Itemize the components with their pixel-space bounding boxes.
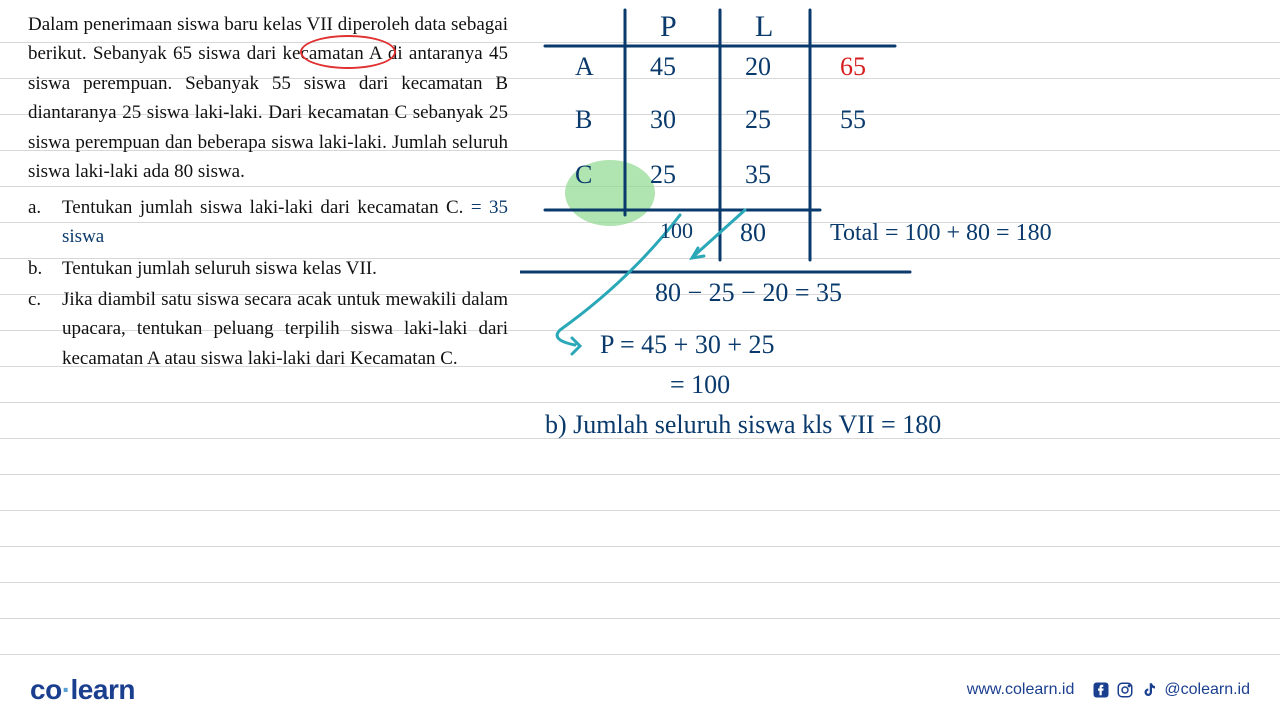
cell-a-total: 65	[840, 52, 866, 82]
calc-p-line2: = 100	[670, 370, 730, 400]
calc-35: 80 − 25 − 20 = 35	[655, 278, 842, 308]
table-header-l: L	[755, 10, 773, 44]
question-part-b: b. Tentukan jumlah seluruh siswa kelas V…	[28, 254, 508, 283]
footer-url: www.colearn.id	[967, 681, 1075, 699]
total-expression: Total = 100 + 80 = 180	[830, 220, 1052, 247]
part-text: Tentukan jumlah siswa laki-laki dari kec…	[62, 193, 508, 252]
logo-suffix: learn	[71, 674, 135, 705]
part-text: Tentukan jumlah seluruh siswa kelas VII.	[62, 254, 508, 283]
cell-b-l: 25	[745, 105, 771, 135]
facebook-icon	[1092, 681, 1110, 699]
table-header-p: P	[660, 10, 677, 44]
handwritten-work-area: P L A 45 20 65 B 30 25 55 C 25 35 100 80…	[520, 0, 1280, 500]
cell-c-l: 35	[745, 160, 771, 190]
instagram-icon	[1116, 681, 1134, 699]
brand-logo: co·learn	[30, 674, 135, 706]
cell-b-p: 30	[650, 105, 676, 135]
footer-bar: co·learn www.colearn.id @colearn.id	[0, 660, 1280, 720]
row-label-a: A	[575, 52, 594, 82]
cell-b-total: 55	[840, 105, 866, 135]
cell-c-p: 25	[650, 160, 676, 190]
question-part-a: a. Tentukan jumlah siswa laki-laki dari …	[28, 193, 508, 252]
part-text: Jika diambil satu siswa secara acak untu…	[62, 285, 508, 373]
part-label: b.	[28, 254, 62, 283]
row-label-b: B	[575, 105, 592, 135]
question-part-c: c. Jika diambil satu siswa secara acak u…	[28, 285, 508, 373]
col-total-p: 100	[660, 218, 693, 244]
question-text-block: Dalam penerimaan siswa baru kelas VII di…	[28, 10, 508, 373]
row-label-c: C	[575, 160, 592, 190]
question-body: Dalam penerimaan siswa baru kelas VII di…	[28, 10, 508, 187]
answer-b: b) Jumlah seluruh siswa kls VII = 180	[545, 410, 941, 440]
part-label: c.	[28, 285, 62, 373]
logo-dot: ·	[62, 674, 71, 705]
tiktok-icon	[1140, 681, 1158, 699]
cell-a-p: 45	[650, 52, 676, 82]
footer-right: www.colearn.id @colearn.id	[967, 681, 1250, 699]
logo-prefix: co	[30, 674, 62, 705]
part-label: a.	[28, 193, 62, 252]
social-icons: @colearn.id	[1092, 681, 1250, 699]
cell-a-l: 20	[745, 52, 771, 82]
calc-p-line1: P = 45 + 30 + 25	[600, 330, 774, 360]
col-total-l: 80	[740, 218, 766, 248]
social-handle: @colearn.id	[1164, 681, 1250, 699]
